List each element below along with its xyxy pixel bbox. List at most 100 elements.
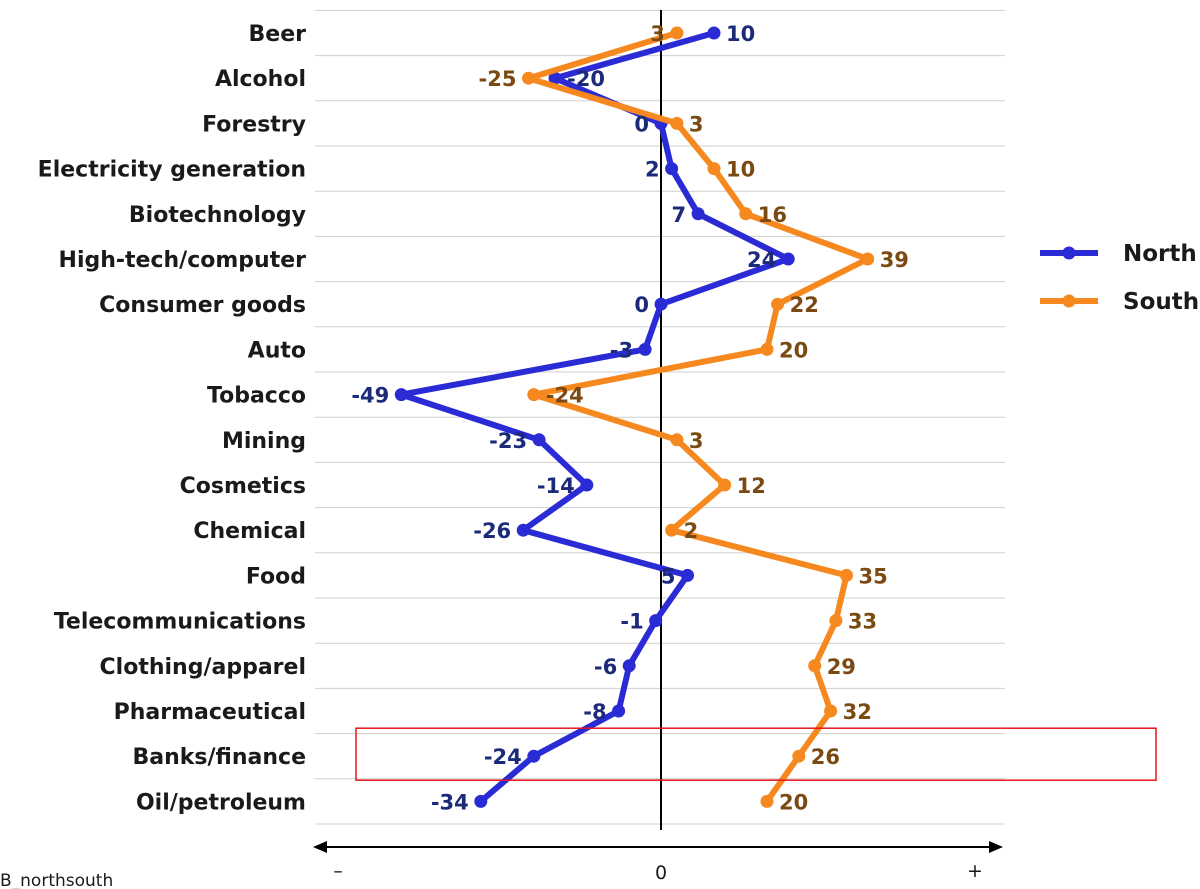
series-south — [522, 26, 875, 808]
category-label-electricity-generation: Electricity generation — [38, 158, 306, 183]
data-point-south-auto — [760, 342, 774, 356]
data-point-north-pharmaceutical — [612, 704, 626, 718]
data-point-north-high-tech-computer — [781, 252, 795, 266]
data-label-south-food: 35 — [859, 564, 888, 588]
data-label-north-clothing-apparel: -6 — [594, 655, 617, 679]
category-label-tobacco: Tobacco — [207, 384, 306, 409]
data-label-south-biotechnology: 16 — [758, 203, 787, 227]
data-point-north-biotechnology — [691, 207, 705, 221]
data-point-south-alcohol — [522, 71, 535, 85]
data-label-south-consumer-goods: 22 — [790, 293, 819, 317]
data-point-south-banks-finance — [792, 749, 806, 763]
data-point-south-beer — [670, 26, 684, 40]
category-label-biotechnology: Biotechnology — [129, 203, 306, 228]
category-label-food: Food — [246, 564, 306, 589]
data-point-south-food — [840, 568, 853, 582]
data-label-north-high-tech-computer: 24 — [747, 248, 776, 272]
data-point-north-electricity-generation — [665, 162, 679, 176]
series-line-north — [398, 30, 792, 805]
x-axis-zero-label: 0 — [655, 862, 667, 884]
data-label-north-forestry: 0 — [634, 112, 649, 136]
x-axis-min-label: – — [333, 860, 343, 882]
data-label-south-high-tech-computer: 39 — [880, 248, 909, 272]
data-point-north-beer — [707, 26, 721, 40]
data-label-south-mining: 3 — [689, 429, 704, 453]
data-point-north-banks-finance — [527, 749, 541, 763]
data-label-north-food: 5 — [661, 564, 676, 588]
data-label-north-electricity-generation: 2 — [645, 158, 660, 182]
footer-label: B_northsouth — [0, 871, 113, 889]
category-label-banks-finance: Banks/finance — [133, 745, 306, 770]
category-label-pharmaceutical: Pharmaceutical — [114, 700, 306, 725]
data-point-south-consumer-goods — [771, 297, 785, 311]
data-point-north-mining — [532, 433, 546, 447]
data-label-south-auto: 20 — [779, 338, 808, 362]
data-point-south-pharmaceutical — [824, 704, 838, 718]
data-point-north-consumer-goods — [654, 297, 668, 311]
legend-label-south: South — [1123, 289, 1199, 315]
data-label-south-clothing-apparel: 29 — [827, 655, 856, 679]
legend-label-north: North — [1123, 241, 1197, 267]
category-label-forestry: Forestry — [202, 112, 306, 137]
data-label-south-banks-finance: 26 — [811, 745, 840, 769]
data-label-north-telecommunications: -1 — [620, 610, 643, 634]
category-labels: Beer Alcohol Forestry Electricity generatio… — [38, 22, 306, 815]
data-point-north-auto — [638, 342, 652, 356]
x-axis: – 0 + — [313, 841, 1003, 884]
data-label-north-cosmetics: -14 — [537, 474, 575, 498]
data-label-north-banks-finance: -24 — [484, 745, 522, 769]
data-point-north-oil-petroleum — [474, 794, 488, 808]
data-label-north-oil-petroleum: -34 — [431, 790, 469, 814]
data-point-north-clothing-apparel — [622, 659, 636, 673]
data-point-north-cosmetics — [580, 478, 594, 492]
category-label-mining: Mining — [222, 429, 306, 454]
data-point-south-mining — [670, 433, 684, 447]
data-label-south-tobacco: -24 — [546, 384, 584, 408]
data-point-south-chemical — [665, 523, 679, 537]
x-axis-right-arrow — [989, 841, 1003, 853]
data-point-south-cosmetics — [718, 478, 732, 492]
x-axis-max-label: + — [967, 860, 983, 882]
data-point-south-tobacco — [527, 388, 541, 402]
data-label-north-beer: 10 — [726, 22, 755, 46]
data-label-north-biotechnology: 7 — [671, 203, 686, 227]
data-label-south-electricity-generation: 10 — [726, 158, 755, 182]
category-label-beer: Beer — [249, 22, 307, 47]
data-point-south-oil-petroleum — [760, 794, 774, 808]
data-point-north-tobacco — [394, 388, 408, 402]
legend: North South — [1040, 241, 1199, 315]
legend-marker-south — [1062, 294, 1076, 308]
category-label-consumer-goods: Consumer goods — [99, 293, 306, 318]
data-label-south-chemical: 2 — [684, 519, 699, 543]
data-label-south-oil-petroleum: 20 — [779, 790, 808, 814]
data-label-south-forestry: 3 — [689, 112, 704, 136]
series-line-south — [525, 30, 871, 805]
data-point-south-electricity-generation — [707, 162, 721, 176]
category-label-clothing-apparel: Clothing/apparel — [100, 655, 306, 680]
series-north — [394, 26, 795, 808]
data-label-south-beer: 3 — [650, 22, 665, 46]
data-point-south-telecommunications — [829, 614, 843, 628]
category-label-chemical: Chemical — [193, 519, 306, 544]
data-point-north-food — [681, 568, 694, 582]
data-point-north-chemical — [516, 523, 530, 537]
category-label-auto: Auto — [248, 338, 306, 363]
data-label-north-mining: -23 — [489, 429, 527, 453]
data-point-south-biotechnology — [739, 207, 753, 221]
data-point-south-clothing-apparel — [808, 659, 822, 673]
data-label-north-alcohol: -20 — [567, 67, 605, 91]
data-label-north-consumer-goods: 0 — [634, 293, 649, 317]
category-label-oil-petroleum: Oil/petroleum — [136, 790, 306, 815]
data-label-north-chemical: -26 — [473, 519, 511, 543]
data-point-north-alcohol — [548, 71, 562, 85]
data-label-south-telecommunications: 33 — [848, 610, 877, 634]
data-label-south-pharmaceutical: 32 — [843, 700, 872, 724]
legend-marker-north — [1062, 246, 1076, 260]
data-label-north-pharmaceutical: -8 — [583, 700, 606, 724]
category-label-alcohol: Alcohol — [215, 67, 306, 92]
x-axis-left-arrow — [313, 841, 327, 853]
data-label-north-tobacco: -49 — [351, 384, 389, 408]
category-label-telecommunications: Telecommunications — [54, 610, 306, 635]
